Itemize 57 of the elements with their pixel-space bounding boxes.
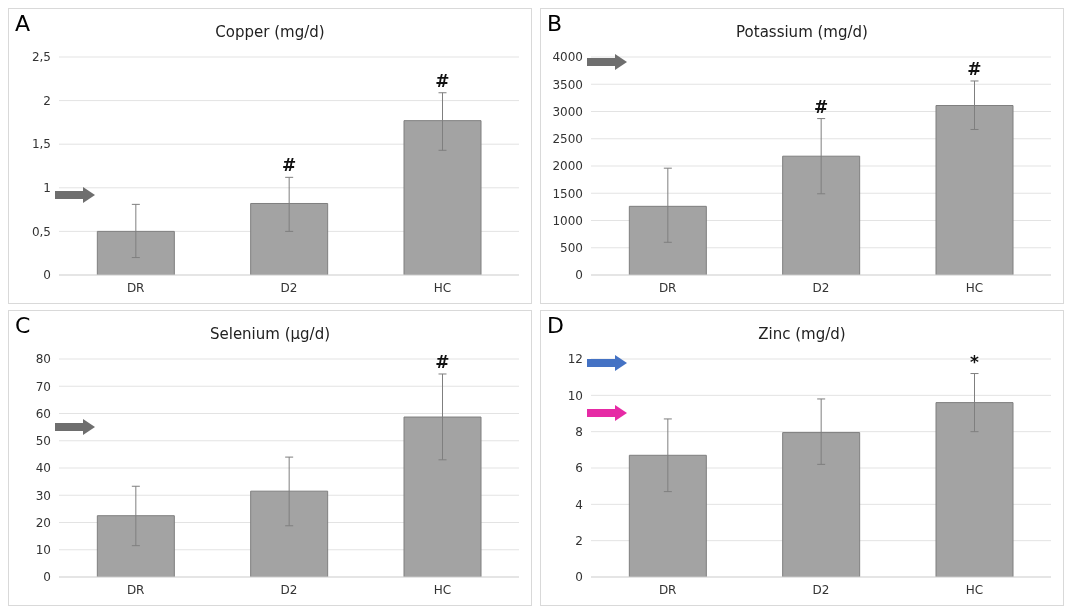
x-tick-label: DR — [658, 280, 677, 295]
y-tick-label: 6 — [575, 461, 583, 476]
y-tick-label: 0 — [43, 268, 51, 283]
y-tick-label: 10 — [567, 388, 583, 403]
annotation: # — [967, 58, 982, 79]
y-tick-label: 4000 — [552, 50, 583, 65]
y-tick-label: 30 — [35, 488, 51, 503]
y-tick-label: 0 — [575, 570, 583, 585]
text: C — [15, 313, 31, 338]
y-tick-label: 0 — [43, 570, 51, 585]
y-tick-label: 3000 — [552, 104, 583, 119]
annotation: # — [281, 155, 297, 176]
y-tick-label: 2,5 — [31, 50, 51, 65]
x-tick-label: D2 — [812, 582, 830, 597]
x-tick-label: D2 — [280, 280, 298, 295]
y-tick-label: 8 — [575, 424, 583, 439]
x-tick-label: DR — [658, 582, 677, 597]
x-tick-label: D2 — [280, 582, 298, 597]
y-tick-label: 2000 — [552, 159, 583, 174]
x-tick-label: HC — [433, 280, 452, 295]
x-tick-label: DR — [126, 280, 145, 295]
y-tick-label: 80 — [35, 352, 51, 367]
y-tick-label: 20 — [35, 515, 51, 530]
x-tick-label: D2 — [812, 280, 830, 295]
x-tick-label: HC — [965, 280, 984, 295]
x-tick-label: HC — [433, 582, 452, 597]
y-tick-label: 2 — [43, 93, 51, 108]
y-tick-label: 1000 — [552, 213, 583, 228]
annotation: * — [969, 351, 979, 372]
text: D — [547, 313, 564, 338]
y-tick-label: 0 — [575, 268, 583, 283]
x-tick-label: HC — [965, 582, 984, 597]
annotation: # — [813, 96, 829, 117]
y-tick-label: 2500 — [552, 132, 583, 147]
chart-title: Potassium (mg/d) — [736, 23, 868, 41]
y-tick-label: 4 — [575, 497, 583, 512]
y-tick-label: 1,5 — [31, 137, 51, 152]
y-tick-label: 0,5 — [31, 224, 51, 239]
y-tick-label: 12 — [567, 352, 583, 367]
annotation: # — [435, 70, 450, 91]
chart-title: Selenium (µg/d) — [209, 325, 331, 343]
text: B — [547, 11, 563, 36]
y-tick-label: 1 — [43, 181, 51, 196]
text: A — [15, 11, 31, 36]
chart-title: Copper (mg/d) — [215, 23, 325, 41]
y-tick-label: 3500 — [552, 77, 583, 92]
y-tick-label: 10 — [35, 543, 51, 558]
annotation: # — [435, 351, 450, 372]
y-tick-label: 60 — [35, 406, 51, 421]
y-tick-label: 1500 — [552, 186, 583, 201]
y-tick-label: 40 — [35, 461, 51, 476]
chart-title: Zinc (mg/d) — [758, 325, 846, 343]
y-tick-label: 50 — [35, 434, 51, 449]
y-tick-label: 2 — [575, 533, 583, 548]
x-tick-label: DR — [126, 582, 145, 597]
y-tick-label: 500 — [560, 241, 583, 256]
y-tick-label: 70 — [35, 379, 51, 394]
